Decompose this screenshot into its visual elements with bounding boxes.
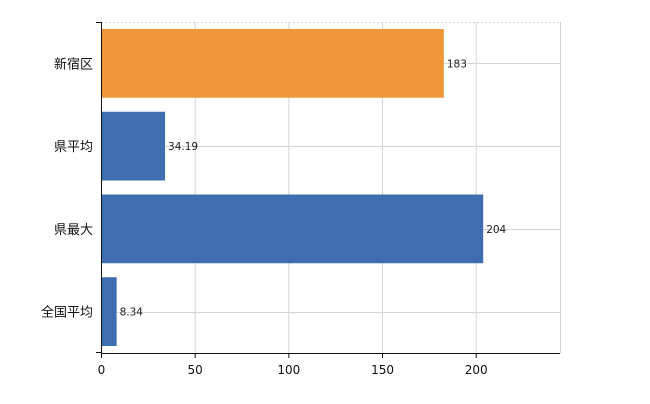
x-tick-label: 150 (371, 363, 394, 377)
data-label: 34.19 (168, 141, 198, 153)
x-tick-label: 200 (465, 363, 488, 377)
bar (101, 277, 117, 346)
bar (101, 111, 166, 181)
category-label: 新宿区 (54, 56, 93, 72)
category-label: 県最大 (54, 223, 93, 238)
category-label: 県平均 (54, 140, 93, 155)
labels: 183 新宿区 34.19 県平均 204 県最大 8.34 全国平均 0 50 100 150 200 (41, 56, 507, 377)
data-label: 204 (486, 224, 506, 236)
x-tick-label: 0 (98, 363, 106, 377)
x-tick-label: 100 (277, 363, 300, 377)
axes (96, 22, 560, 358)
category-label: 全国平均 (41, 305, 93, 321)
bar (101, 29, 444, 98)
x-tick-label: 50 (188, 363, 203, 377)
data-label: 183 (447, 58, 467, 70)
bar (101, 194, 484, 264)
bars (101, 29, 484, 346)
data-label: 8.34 (120, 307, 144, 319)
